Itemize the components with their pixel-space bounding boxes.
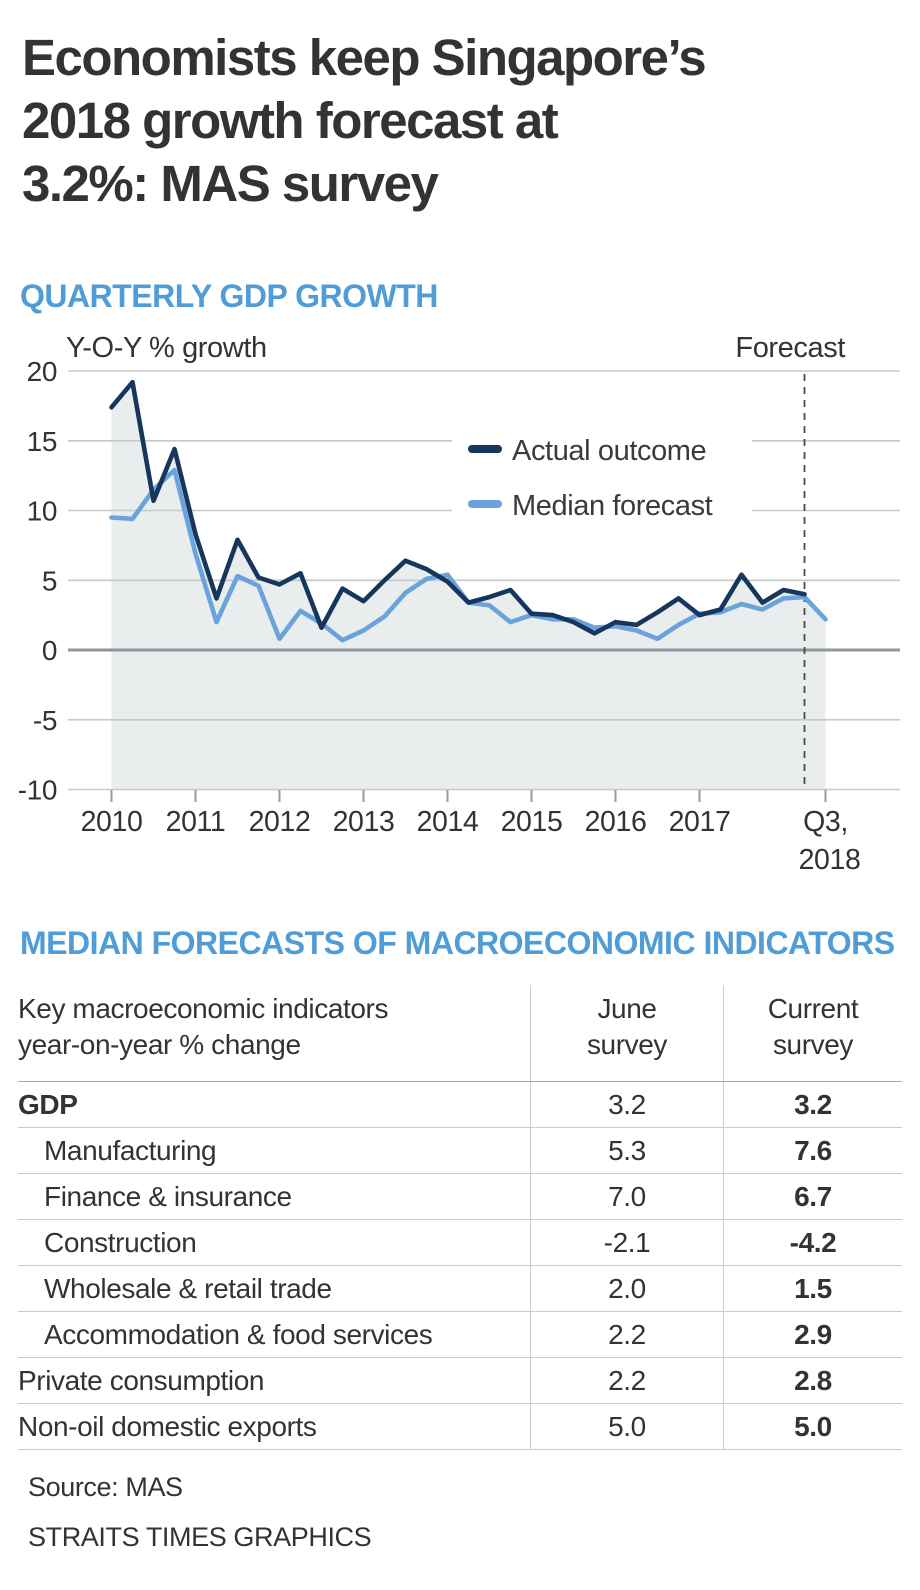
header-indicators-line1: Key macroeconomic indicators bbox=[18, 993, 389, 1024]
y-axis-tick-label: 15 bbox=[27, 426, 57, 457]
credit-note: STRAITS TIMES GRAPHICS bbox=[28, 1522, 372, 1552]
june-value-cell: -2.1 bbox=[530, 1220, 723, 1265]
gdp-chart: 20 15 10 5 0 -5 -10 2010 2011 2012 2013 2014 2015 201… bbox=[0, 325, 920, 881]
x-axis-2018-label: 2018 bbox=[799, 844, 861, 876]
june-value-cell: 2.2 bbox=[530, 1312, 723, 1357]
legend-label-forecast: Median forecast bbox=[512, 490, 713, 522]
actual-line bbox=[109, 379, 807, 636]
y-axis-tick-label: 10 bbox=[27, 496, 57, 527]
table-header-june-survey: June survey bbox=[530, 985, 723, 1081]
table-section-title: MEDIAN FORECASTS OF MACROECONOMIC INDICA… bbox=[20, 925, 895, 961]
current-value-cell: 1.5 bbox=[723, 1266, 902, 1311]
table-row: GDP 3.2 3.2 bbox=[18, 1081, 902, 1127]
legend-background bbox=[452, 422, 752, 526]
row-label-cell: Construction bbox=[44, 1227, 197, 1258]
chart-section-title: QUARTERLY GDP GROWTH bbox=[20, 278, 438, 314]
header-current-line2: survey bbox=[772, 1029, 854, 1060]
row-label-cell: Accommodation & food services bbox=[44, 1319, 433, 1350]
x-axis-year-label: 2013 bbox=[333, 806, 395, 838]
row-label-cell: Private consumption bbox=[18, 1365, 265, 1396]
row-label-cell: GDP bbox=[18, 1089, 78, 1120]
table-row: Private consumption 2.2 2.8 bbox=[18, 1357, 902, 1403]
june-value-cell: 5.0 bbox=[530, 1404, 723, 1449]
june-value-cell: 2.0 bbox=[530, 1266, 723, 1311]
legend-label-actual: Actual outcome bbox=[512, 435, 706, 467]
table-header-indicators: Key macroeconomic indicators year-on-yea… bbox=[18, 985, 530, 1081]
x-axis-year-label: 2016 bbox=[585, 806, 647, 838]
june-value-cell: 3.2 bbox=[530, 1082, 723, 1127]
header-june-line1: June bbox=[597, 993, 657, 1024]
row-label-cell: Finance & insurance bbox=[44, 1181, 292, 1212]
x-axis-year-label: 2014 bbox=[417, 806, 479, 838]
table-row: Manufacturing 5.3 7.6 bbox=[18, 1127, 902, 1173]
current-value-cell: -4.2 bbox=[723, 1220, 902, 1265]
table-row: Non-oil domestic exports 5.0 5.0 bbox=[18, 1403, 902, 1450]
x-axis-q3-label: Q3, bbox=[803, 806, 848, 838]
x-axis-year-label: 2012 bbox=[249, 806, 311, 838]
headline-line-3: 3.2%: MAS survey bbox=[22, 155, 439, 212]
table-row: Accommodation & food services 2.2 2.9 bbox=[18, 1311, 902, 1357]
table-row: Construction -2.1 -4.2 bbox=[18, 1219, 902, 1265]
june-value-cell: 7.0 bbox=[530, 1174, 723, 1219]
x-axis-year-label: 2015 bbox=[501, 806, 563, 838]
june-value-cell: 2.2 bbox=[530, 1358, 723, 1403]
x-axis-year-label: 2011 bbox=[166, 806, 226, 838]
y-axis-tick-label: 20 bbox=[27, 356, 57, 387]
row-label-cell: Wholesale & retail trade bbox=[44, 1273, 332, 1304]
table-header-current-survey: Current survey bbox=[723, 985, 902, 1081]
current-value-cell: 7.6 bbox=[723, 1128, 902, 1173]
forecast-table: Key macroeconomic indicators year-on-yea… bbox=[18, 985, 902, 1450]
row-label-cell: Non-oil domestic exports bbox=[18, 1411, 317, 1442]
y-axis-tick-label: -10 bbox=[18, 775, 57, 806]
june-value-cell: 5.3 bbox=[530, 1128, 723, 1173]
table-body: GDP 3.2 3.2 Manufacturing 5.3 7.6 Finance & in… bbox=[18, 1081, 902, 1450]
current-value-cell: 5.0 bbox=[723, 1404, 902, 1449]
current-value-cell: 2.9 bbox=[723, 1312, 902, 1357]
x-axis-year-label: 2017 bbox=[669, 806, 731, 838]
table-row: Wholesale & retail trade 2.0 1.5 bbox=[18, 1265, 902, 1311]
headline: Economists keep Singapore’s 2018 growth … bbox=[22, 26, 882, 215]
forecast-annotation: Forecast bbox=[735, 332, 845, 364]
y-axis-tick-label: 0 bbox=[42, 635, 57, 666]
forecast-area bbox=[111, 470, 826, 790]
table-header-row: Key macroeconomic indicators year-on-yea… bbox=[18, 985, 902, 1081]
header-indicators-line2: year-on-year % change bbox=[18, 1029, 301, 1060]
headline-line-1: Economists keep Singapore’s bbox=[22, 29, 707, 86]
y-axis-tick-label: 5 bbox=[42, 565, 57, 596]
y-axis-title: Y-O-Y % growth bbox=[66, 332, 267, 364]
source-note: Source: MAS bbox=[28, 1472, 183, 1502]
legend-swatch-actual bbox=[468, 445, 502, 453]
table-row: Finance & insurance 7.0 6.7 bbox=[18, 1173, 902, 1219]
y-axis-tick-label: -5 bbox=[33, 705, 57, 736]
legend-swatch-forecast bbox=[468, 500, 502, 508]
x-axis-year-label: 2010 bbox=[81, 806, 143, 838]
headline-line-2: 2018 growth forecast at bbox=[22, 92, 559, 149]
current-value-cell: 3.2 bbox=[723, 1082, 902, 1127]
header-current-line1: Current bbox=[767, 993, 859, 1024]
current-value-cell: 6.7 bbox=[723, 1174, 902, 1219]
header-june-line2: survey bbox=[586, 1029, 668, 1060]
row-label-cell: Manufacturing bbox=[44, 1135, 217, 1166]
current-value-cell: 2.8 bbox=[723, 1358, 902, 1403]
